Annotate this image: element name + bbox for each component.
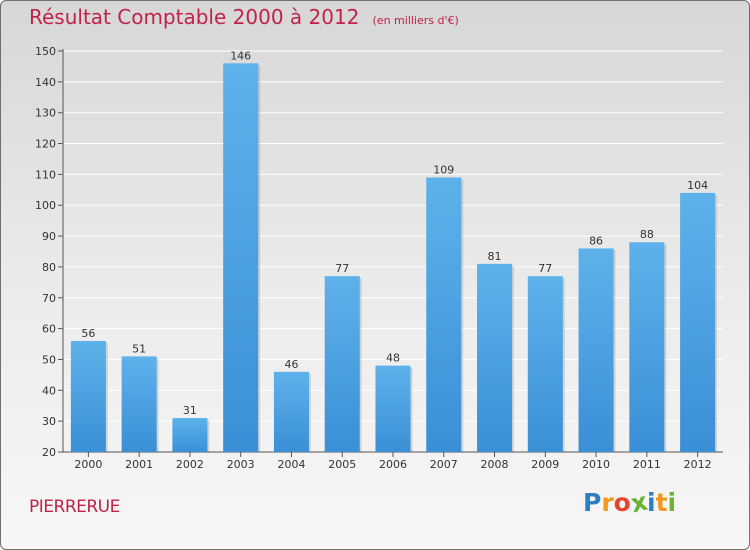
x-tick-label: 2004: [277, 458, 305, 471]
bar: [172, 418, 208, 452]
bar-value-label: 51: [132, 342, 146, 355]
x-tick-label: 2007: [430, 458, 458, 471]
bar: [629, 242, 665, 452]
bar: [578, 248, 614, 452]
bar: [121, 356, 157, 452]
y-tick-label: 150: [35, 45, 56, 58]
bar: [324, 276, 360, 452]
bar-value-label: 109: [433, 163, 454, 176]
bar: [477, 263, 513, 452]
y-tick-label: 80: [42, 261, 56, 274]
logo-letter: o: [613, 488, 631, 517]
bar-value-label: 77: [538, 262, 552, 275]
y-tick-label: 60: [42, 323, 56, 336]
bar: [70, 340, 106, 452]
bar-value-label: 46: [284, 358, 298, 371]
y-tick-label: 140: [35, 76, 56, 89]
y-tick-label: 30: [42, 415, 56, 428]
bar: [375, 365, 411, 452]
bar-value-label: 81: [488, 250, 502, 263]
logo-letter: r: [601, 488, 614, 517]
bar: [680, 192, 716, 452]
x-tick-label: 2001: [125, 458, 153, 471]
x-tick-label: 2008: [481, 458, 509, 471]
y-tick-label: 20: [42, 446, 56, 459]
bar: [527, 276, 563, 452]
bar: [273, 371, 309, 452]
chart-title: Résultat Comptable 2000 à 2012: [29, 5, 360, 29]
y-tick-label: 110: [35, 168, 56, 181]
logo-letter: i: [667, 488, 677, 517]
x-tick-label: 2011: [633, 458, 661, 471]
y-tick-label: 50: [42, 353, 56, 366]
x-tick-label: 2002: [176, 458, 204, 471]
x-tick-label: 2003: [227, 458, 255, 471]
logo-letter: P: [583, 488, 602, 517]
proxiti-logo: Proxiti: [583, 487, 677, 519]
bar-value-label: 88: [640, 228, 654, 241]
x-tick-label: 2005: [328, 458, 356, 471]
bar-value-label: 31: [183, 404, 197, 417]
bar: [426, 177, 462, 452]
bar-value-label: 56: [81, 327, 95, 340]
bar: [223, 63, 259, 452]
commune-name: PIERRERUE: [29, 497, 120, 517]
x-tick-label: 2000: [74, 458, 102, 471]
logo-letter: t: [655, 488, 668, 517]
bar-value-label: 104: [687, 179, 708, 192]
y-tick-label: 100: [35, 199, 56, 212]
bar-value-label: 77: [335, 262, 349, 275]
bar-value-label: 146: [230, 49, 251, 62]
x-tick-label: 2010: [582, 458, 610, 471]
chart-unit-note: (en milliers d'€): [372, 14, 459, 27]
x-tick-label: 2012: [684, 458, 712, 471]
y-tick-label: 120: [35, 138, 56, 151]
y-tick-label: 90: [42, 230, 56, 243]
y-tick-label: 40: [42, 384, 56, 397]
logo-letter: i: [647, 488, 656, 517]
x-tick-label: 2009: [531, 458, 559, 471]
bar-value-label: 86: [589, 234, 603, 247]
chart-title-row: Résultat Comptable 2000 à 2012 (en milli…: [29, 5, 459, 29]
x-tick-label: 2006: [379, 458, 407, 471]
y-tick-label: 70: [42, 292, 56, 305]
bar-value-label: 48: [386, 352, 400, 365]
y-tick-label: 130: [35, 107, 56, 120]
